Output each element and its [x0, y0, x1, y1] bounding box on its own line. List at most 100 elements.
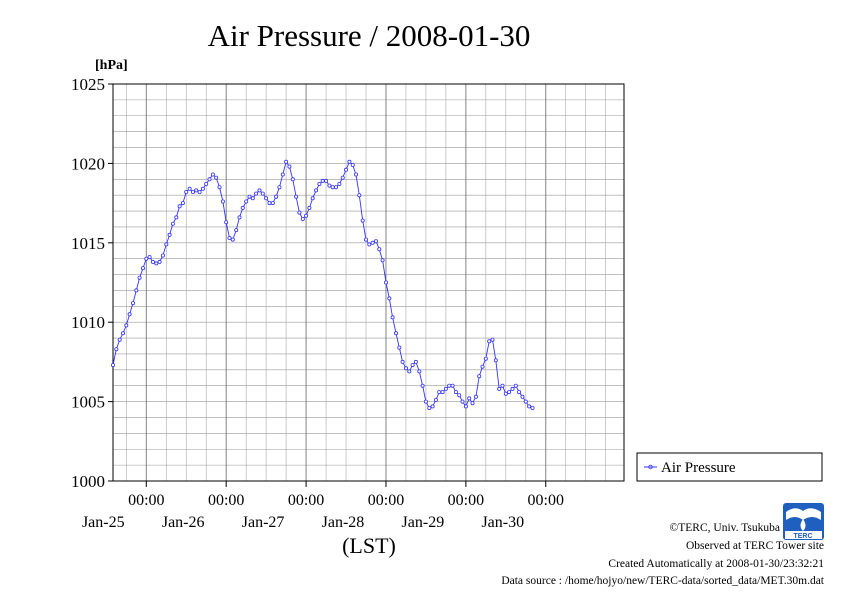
data-point: [260, 191, 265, 196]
data-point: [127, 312, 132, 317]
data-point: [160, 253, 165, 258]
data-point: [200, 186, 205, 191]
data-point: [340, 175, 345, 180]
data-point: [300, 216, 305, 221]
data-point: [530, 405, 535, 410]
data-point: [197, 189, 202, 194]
data-point: [360, 218, 365, 223]
data-point: [297, 210, 302, 215]
x-tick-date-label: Jan-27: [242, 514, 285, 531]
credit-observed: Observed at TERC Tower site: [686, 540, 824, 552]
data-point: [247, 194, 252, 199]
data-point: [400, 359, 405, 364]
series-line: [112, 160, 533, 409]
data-point: [184, 189, 189, 194]
data-point: [157, 259, 162, 264]
data-point: [310, 196, 315, 201]
data-point: [333, 185, 338, 190]
y-axis: 1000 1005 1010 1015 1020 1025: [71, 75, 113, 491]
y-tick-label: 1000: [71, 472, 105, 491]
data-point: [150, 259, 155, 264]
y-tick-label: 1010: [71, 313, 105, 332]
data-point: [134, 288, 139, 293]
credit-created: Created Automatically at 2008-01-30/23:3…: [608, 558, 824, 570]
data-point: [337, 181, 342, 186]
data-point: [277, 185, 282, 190]
data-point: [330, 185, 335, 190]
x-tick-date-label: Jan-30: [481, 514, 524, 531]
data-point: [304, 213, 309, 218]
x-tick-time-label: 00:00: [528, 492, 564, 509]
x-tick-date-label: Jan-25: [82, 514, 125, 531]
data-point: [220, 199, 225, 204]
plot-frame: [112, 83, 625, 482]
data-point: [347, 159, 352, 164]
data-point: [440, 390, 445, 395]
x-tick-date-label: Jan-28: [322, 514, 365, 531]
data-point: [367, 242, 372, 247]
data-point: [130, 301, 135, 306]
credit-data-source: Data source : /home/hojyo/new/TERC-data/…: [501, 575, 824, 587]
data-point: [480, 364, 485, 369]
data-point: [403, 366, 408, 371]
data-point: [254, 191, 259, 196]
data-point: [324, 178, 329, 183]
data-point: [174, 215, 179, 220]
legend-label: Air Pressure: [661, 460, 736, 476]
data-point: [224, 220, 229, 225]
x-tick-time-label: 00:00: [128, 492, 164, 509]
data-point: [513, 383, 518, 388]
data-point: [357, 193, 362, 198]
data-point: [270, 201, 275, 206]
water-drop-icon: [800, 519, 806, 531]
data-point: [240, 205, 245, 210]
data-point: [363, 237, 368, 242]
data-point: [380, 258, 385, 263]
terc-logo-band: [785, 531, 822, 539]
data-point: [250, 196, 255, 201]
data-point: [314, 188, 319, 193]
data-point: [393, 331, 398, 336]
x-axis: 00:00Jan-2500:00Jan-2600:00Jan-2700:00Ja…: [82, 481, 564, 531]
data-point: [121, 331, 126, 336]
data-point: [214, 175, 219, 180]
data-point: [377, 247, 382, 252]
data-point: [111, 363, 116, 368]
data-point: [227, 235, 232, 240]
data-point: [147, 255, 152, 260]
data-point: [390, 315, 395, 320]
data-point: [207, 177, 212, 182]
y-tick-label: 1015: [71, 234, 105, 253]
data-point: [410, 363, 415, 368]
data-point: [430, 404, 435, 409]
data-point: [294, 194, 299, 199]
terc-logo-text: TERC: [793, 533, 812, 540]
data-point: [154, 261, 159, 266]
x-tick-time-label: 00:00: [208, 492, 244, 509]
data-point: [290, 177, 295, 182]
legend: Air Pressure: [636, 452, 823, 482]
data-point: [164, 242, 169, 247]
data-point: [137, 275, 142, 280]
data-point: [497, 386, 502, 391]
data-point: [420, 383, 425, 388]
data-point: [437, 390, 442, 395]
data-point: [287, 164, 292, 169]
data-point: [510, 386, 515, 391]
data-point: [187, 186, 192, 191]
x-tick-time-label: 00:00: [448, 492, 484, 509]
data-point: [284, 159, 289, 164]
data-point: [527, 404, 532, 409]
data-point: [417, 369, 422, 374]
data-point: [307, 205, 312, 210]
data-point: [520, 394, 525, 399]
data-point: [483, 356, 488, 361]
data-point: [350, 162, 355, 167]
data-point: [373, 239, 378, 244]
data-point: [397, 345, 402, 350]
x-tick-time-label: 00:00: [288, 492, 324, 509]
legend-box: [636, 452, 823, 482]
series-air-pressure: [111, 159, 535, 410]
data-point: [443, 386, 448, 391]
